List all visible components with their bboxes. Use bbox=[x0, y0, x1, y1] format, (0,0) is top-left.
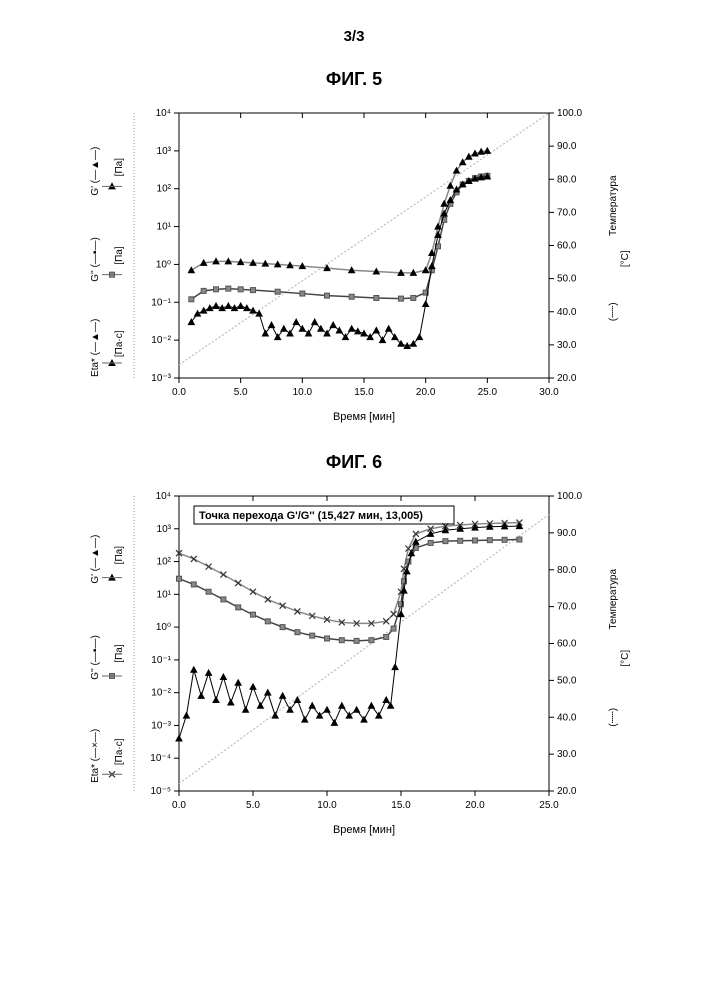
svg-text:20.0: 20.0 bbox=[465, 800, 485, 811]
svg-text:10⁰: 10⁰ bbox=[156, 622, 171, 633]
svg-text:5.0: 5.0 bbox=[234, 387, 248, 398]
svg-text:20.0: 20.0 bbox=[557, 373, 577, 384]
svg-text:0.0: 0.0 bbox=[172, 387, 186, 398]
svg-text:15.0: 15.0 bbox=[354, 387, 374, 398]
page-number: 3/3 bbox=[0, 0, 708, 45]
svg-text:Температура: Температура bbox=[608, 175, 619, 236]
svg-text:20.0: 20.0 bbox=[416, 387, 436, 398]
svg-text:30.0: 30.0 bbox=[557, 749, 577, 760]
svg-text:G'' (—▪—): G'' (—▪—) bbox=[90, 237, 101, 282]
svg-text:80.0: 80.0 bbox=[557, 565, 577, 576]
svg-text:10²: 10² bbox=[157, 557, 172, 568]
svg-text:60.0: 60.0 bbox=[557, 241, 577, 252]
svg-text:5.0: 5.0 bbox=[246, 800, 260, 811]
svg-text:[°C]: [°C] bbox=[620, 650, 631, 667]
svg-text:Eta* (—×—): Eta* (—×—) bbox=[90, 729, 101, 783]
svg-text:40.0: 40.0 bbox=[557, 712, 577, 723]
svg-text:Температура: Температура bbox=[608, 569, 619, 630]
svg-text:10⁴: 10⁴ bbox=[156, 108, 171, 119]
svg-text:10⁻³: 10⁻³ bbox=[151, 373, 171, 384]
svg-text:50.0: 50.0 bbox=[557, 675, 577, 686]
svg-text:Точка перехода G'/G'' (15,427: Точка перехода G'/G'' (15,427 мин, 13,00… bbox=[199, 510, 423, 522]
svg-text:10⁻¹: 10⁻¹ bbox=[151, 655, 171, 666]
svg-text:70.0: 70.0 bbox=[557, 602, 577, 613]
svg-text:10³: 10³ bbox=[157, 524, 172, 535]
svg-text:Время [мин]: Время [мин] bbox=[333, 824, 395, 836]
svg-text:0.0: 0.0 bbox=[172, 800, 186, 811]
svg-text:10¹: 10¹ bbox=[157, 589, 172, 600]
svg-text:15.0: 15.0 bbox=[391, 800, 411, 811]
svg-text:[Па]: [Па] bbox=[114, 158, 125, 177]
svg-text:25.0: 25.0 bbox=[539, 800, 559, 811]
svg-text:[°C]: [°C] bbox=[620, 250, 631, 267]
svg-text:100.0: 100.0 bbox=[557, 108, 582, 119]
fig5-title: ФИГ. 5 bbox=[0, 69, 708, 90]
svg-text:10³: 10³ bbox=[157, 146, 172, 157]
svg-text:[Па·с]: [Па·с] bbox=[114, 330, 125, 357]
svg-text:Время [мин]: Время [мин] bbox=[333, 411, 395, 423]
svg-text:10.0: 10.0 bbox=[317, 800, 337, 811]
svg-text:10⁻²: 10⁻² bbox=[151, 688, 171, 699]
svg-text:[Па]: [Па] bbox=[114, 246, 125, 265]
svg-text:30.0: 30.0 bbox=[539, 387, 559, 398]
svg-text:10⁻⁴: 10⁻⁴ bbox=[150, 753, 171, 764]
svg-text:10⁻⁵: 10⁻⁵ bbox=[150, 786, 171, 797]
svg-text:[Па]: [Па] bbox=[114, 546, 125, 565]
svg-text:60.0: 60.0 bbox=[557, 639, 577, 650]
svg-text:10¹: 10¹ bbox=[157, 222, 172, 233]
svg-text:Eta* (—▲—): Eta* (—▲—) bbox=[90, 319, 101, 377]
fig6-chart: 0.0 5.0 10.0 15.0 20.0 25.0 Время [мин] 10⁻⁵ 10⁻… bbox=[0, 481, 708, 841]
svg-text:10⁻¹: 10⁻¹ bbox=[151, 297, 171, 308]
svg-text:90.0: 90.0 bbox=[557, 528, 577, 539]
svg-text:20.0: 20.0 bbox=[557, 786, 577, 797]
fig5-chart: 0.0 5.0 10.0 15.0 20.0 25.0 30.0 Время [мин] 10⁻… bbox=[0, 98, 708, 428]
svg-text:25.0: 25.0 bbox=[478, 387, 498, 398]
svg-text:G' (—▲—): G' (—▲—) bbox=[90, 147, 101, 196]
svg-text:30.0: 30.0 bbox=[557, 340, 577, 351]
svg-text:10⁻³: 10⁻³ bbox=[151, 720, 171, 731]
svg-text:(┄┄): (┄┄) bbox=[608, 708, 619, 727]
svg-text:(┄┄): (┄┄) bbox=[608, 302, 619, 321]
svg-text:10.0: 10.0 bbox=[293, 387, 313, 398]
svg-text:10⁰: 10⁰ bbox=[156, 259, 171, 270]
svg-text:10⁻²: 10⁻² bbox=[151, 335, 171, 346]
svg-text:G' (—▲—): G' (—▲—) bbox=[90, 535, 101, 584]
svg-text:50.0: 50.0 bbox=[557, 274, 577, 285]
svg-text:40.0: 40.0 bbox=[557, 307, 577, 318]
svg-text:90.0: 90.0 bbox=[557, 141, 577, 152]
svg-text:100.0: 100.0 bbox=[557, 491, 582, 502]
svg-text:10⁴: 10⁴ bbox=[156, 491, 171, 502]
svg-text:70.0: 70.0 bbox=[557, 207, 577, 218]
svg-text:[Па·с]: [Па·с] bbox=[114, 738, 125, 765]
fig6-title: ФИГ. 6 bbox=[0, 452, 708, 473]
svg-text:[Па]: [Па] bbox=[114, 644, 125, 663]
svg-text:10²: 10² bbox=[157, 184, 172, 195]
svg-text:80.0: 80.0 bbox=[557, 174, 577, 185]
svg-text:G'' (—▪—): G'' (—▪—) bbox=[90, 635, 101, 680]
